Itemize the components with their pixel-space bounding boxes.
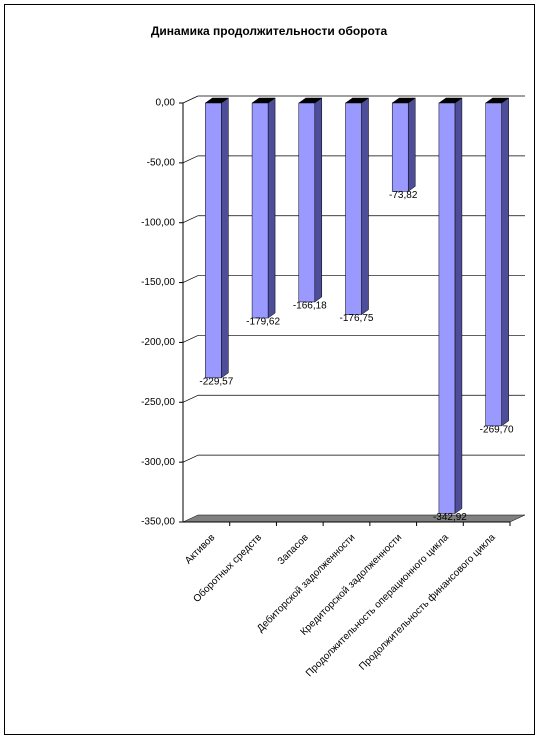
chart-title: Динамика продолжительности оборота [151,24,388,38]
bar-side [267,97,276,319]
bar-side [407,97,416,192]
bar-side [361,97,369,316]
data-label: -229,57 [199,376,233,387]
bar-side [454,97,463,515]
data-label: -166,18 [293,301,327,312]
bar-side [314,97,323,303]
grid-line [182,335,199,343]
grid-line [182,155,199,164]
y-tick-label: -50,00 [147,157,176,168]
bar-side [501,97,509,427]
data-label: -179,62 [246,317,280,328]
grid-line [182,275,199,283]
y-tick-label: 0,00 [156,98,176,109]
data-label: -269,70 [480,425,514,436]
y-tick-label: -350,00 [141,517,175,528]
bar [391,102,409,192]
grid-line [182,394,199,403]
data-label: -176,75 [340,313,374,324]
grid-line [182,454,199,463]
grid-line [182,95,199,104]
y-tick-label: -300,00 [141,457,175,468]
bar [438,102,456,514]
data-label: -73,82 [389,190,418,201]
y-tick-label: -150,00 [141,277,175,288]
data-label: -342,92 [433,512,467,523]
y-tick-label: -250,00 [141,397,175,408]
bar-side [221,97,229,379]
bar [345,102,362,315]
bar [251,102,269,319]
y-tick-label: -200,00 [141,337,175,348]
floor [182,514,526,523]
bar [205,102,222,379]
bar [485,102,502,427]
y-tick-label: -100,00 [141,217,175,228]
grid-line [182,215,199,224]
bar [298,102,316,303]
